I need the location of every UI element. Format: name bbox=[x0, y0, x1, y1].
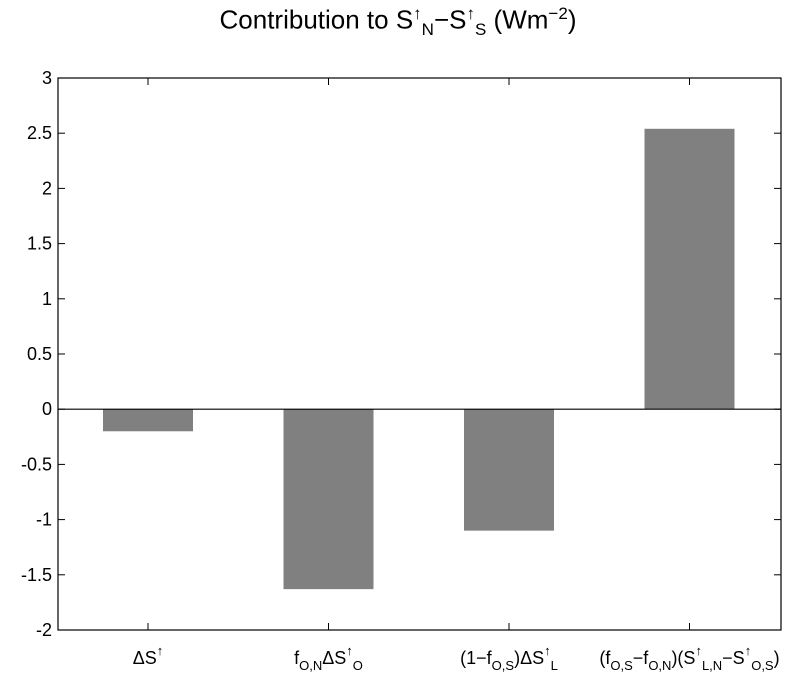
y-tick-label: 1.5 bbox=[27, 234, 52, 254]
chart-title: Contribution to S↑N−S↑S (Wm−2) bbox=[219, 4, 577, 39]
x-tick-label-1: ΔS↑ bbox=[133, 643, 164, 668]
bar-2 bbox=[283, 409, 374, 590]
y-tick-label: 2.5 bbox=[27, 123, 52, 143]
y-tick-label: 0 bbox=[42, 399, 52, 419]
x-tick-label-3: (1−fO,S)ΔS↑L bbox=[460, 643, 558, 673]
y-tick-label: -2 bbox=[36, 620, 52, 640]
bar-3 bbox=[464, 409, 554, 531]
y-tick-label: -1.5 bbox=[21, 565, 52, 585]
y-tick-label: 1 bbox=[42, 289, 52, 309]
y-tick-label: -1 bbox=[36, 510, 52, 530]
bar-1 bbox=[103, 409, 193, 432]
bar-4 bbox=[644, 128, 735, 410]
x-tick-label-2: fO,NΔS↑O bbox=[294, 643, 363, 673]
y-tick-label: 0.5 bbox=[27, 344, 52, 364]
y-tick-label: 3 bbox=[42, 68, 52, 88]
y-tick-label: -0.5 bbox=[21, 454, 52, 474]
y-tick-label: 2 bbox=[42, 178, 52, 198]
x-tick-label-4: (fO,S−fO,N)(S↑L,N−S↑O,S) bbox=[599, 643, 779, 673]
